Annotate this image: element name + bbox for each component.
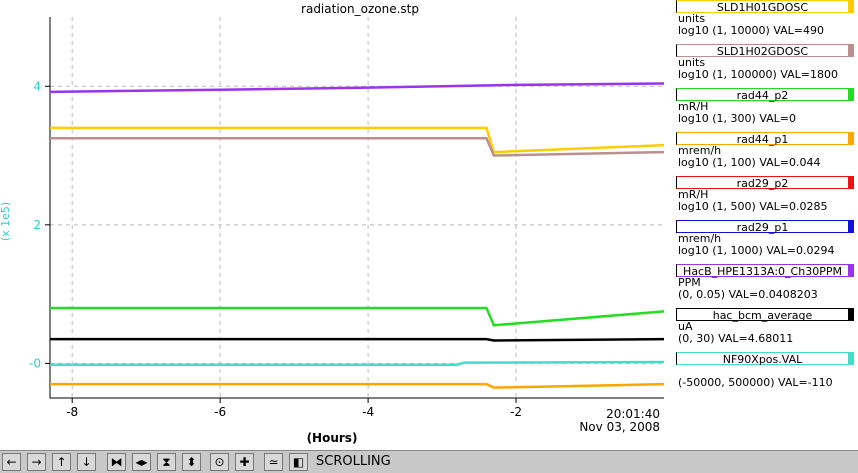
x-tick-label: -6 (214, 405, 226, 419)
x-tick-label: -2 (510, 405, 522, 419)
legend-entry[interactable]: rad44_p1 mrem/h log10 (1, 100) VAL=0.044 (668, 132, 858, 176)
expand-x-button[interactable]: ◂▸ (132, 453, 151, 471)
legend-pv-name[interactable]: rad29_p1 (676, 220, 854, 234)
legend-scale: log10 (1, 100000) VAL=1800 (678, 68, 839, 81)
expand-y-button[interactable]: ⬍ (182, 453, 201, 471)
series-line (50, 126, 665, 154)
timestamp-date: Nov 03, 2008 (579, 420, 660, 434)
series-line (50, 136, 665, 157)
series-line (50, 382, 665, 389)
series-line (50, 306, 665, 327)
legend-pv-name[interactable]: hac_bcm_average (676, 308, 854, 322)
legend-entry[interactable]: hac_bcm_average uA (0, 30) VAL=4.68011 (668, 308, 858, 352)
legend-units: mR/H (678, 188, 709, 201)
legend-units: units (678, 56, 706, 69)
y-tick-label: -0 (29, 356, 41, 370)
zoom-button[interactable]: ⊙ (210, 453, 229, 471)
y-tick-label: 2 (33, 218, 41, 232)
legend-pv-name[interactable]: SLD1H02GDOSC (676, 44, 854, 58)
legend-pv-name[interactable]: NF90Xpos.VAL (676, 352, 854, 366)
legend-entry[interactable]: rad44_p2 mR/H log10 (1, 300) VAL=0 (668, 88, 858, 132)
y-axis-label: (x 1e5) (0, 201, 13, 242)
legend-entry[interactable]: rad29_p1 mrem/h log10 (1, 1000) VAL=0.02… (668, 220, 858, 264)
legend-units: PPM (678, 276, 701, 289)
x-tick-label: -8 (66, 405, 78, 419)
legend-scale: log10 (1, 1000) VAL=0.0294 (678, 244, 835, 257)
legend-units: mrem/h (678, 232, 722, 245)
legend-pv-name[interactable]: rad29_p2 (676, 176, 854, 190)
scroll-left-button[interactable]: ← (2, 453, 21, 471)
timestamp: 20:01:40 Nov 03, 2008 (560, 408, 660, 434)
legend-entry[interactable]: rad29_p2 mR/H log10 (1, 500) VAL=0.0285 (668, 176, 858, 220)
plot-title: radiation_ozone.stp (301, 2, 419, 16)
legend: SLD1H01GDOSC units log10 (1, 10000) VAL=… (668, 0, 858, 396)
legend-scale: (0, 0.05) VAL=0.0408203 (678, 288, 818, 301)
scroll-up-button[interactable]: ↑ (52, 453, 71, 471)
legend-scale: log10 (1, 100) VAL=0.044 (678, 156, 821, 169)
restore-button[interactable]: ◧ (289, 453, 308, 471)
x-axis-label: (Hours) (306, 431, 358, 445)
legend-entry[interactable]: HacB_HPE1313A:0_Ch30PPM PPM (0, 0.05) VA… (668, 264, 858, 308)
legend-entry[interactable]: NF90Xpos.VAL (-50000, 500000) VAL=-110 (668, 352, 858, 396)
legend-pv-name[interactable]: SLD1H01GDOSC (676, 0, 854, 14)
legend-entry[interactable]: SLD1H01GDOSC units log10 (1, 10000) VAL=… (668, 0, 858, 44)
legend-scale: log10 (1, 500) VAL=0.0285 (678, 200, 828, 213)
scroll-mode-label: SCROLLING (316, 454, 391, 469)
series-line (49, 82, 665, 94)
x-tick-label: -4 (362, 405, 374, 419)
toolbar: ← → ↑ ↓ ⧓ ◂▸ ⧗ ⬍ ⊙ ✚ ≃ ◧ SCROLLING (0, 450, 858, 473)
scroll-right-button[interactable]: → (27, 453, 46, 471)
legend-units: mR/H (678, 100, 709, 113)
y-tick-label: 4 (33, 79, 41, 93)
strip-chart[interactable]: -8 -6 -4 -2 -0 2 4 (0, 0, 668, 450)
legend-units: uA (678, 320, 693, 333)
compress-y-button[interactable]: ⧗ (157, 453, 176, 471)
series-line (50, 337, 665, 342)
timestamp-time: 20:01:40 (606, 407, 660, 421)
legend-scale: (-50000, 500000) VAL=-110 (678, 376, 833, 389)
add-button[interactable]: ✚ (235, 453, 254, 471)
legend-pv-name[interactable]: rad44_p1 (676, 132, 854, 146)
legend-scale: log10 (1, 300) VAL=0 (678, 112, 797, 125)
legend-scale: log10 (1, 10000) VAL=490 (678, 24, 825, 37)
legend-entry[interactable]: SLD1H02GDOSC units log10 (1, 100000) VAL… (668, 44, 858, 88)
legend-pv-name[interactable]: rad44_p2 (676, 88, 854, 102)
legend-units: units (678, 12, 706, 25)
auto-scale-button[interactable]: ≃ (264, 453, 283, 471)
legend-pv-name[interactable]: HacB_HPE1313A:0_Ch30PPM (676, 264, 854, 278)
compress-x-button[interactable]: ⧓ (107, 453, 126, 471)
scroll-down-button[interactable]: ↓ (77, 453, 96, 471)
legend-scale: (0, 30) VAL=4.68011 (678, 332, 794, 345)
series-line (50, 360, 665, 366)
legend-units: mrem/h (678, 144, 722, 157)
